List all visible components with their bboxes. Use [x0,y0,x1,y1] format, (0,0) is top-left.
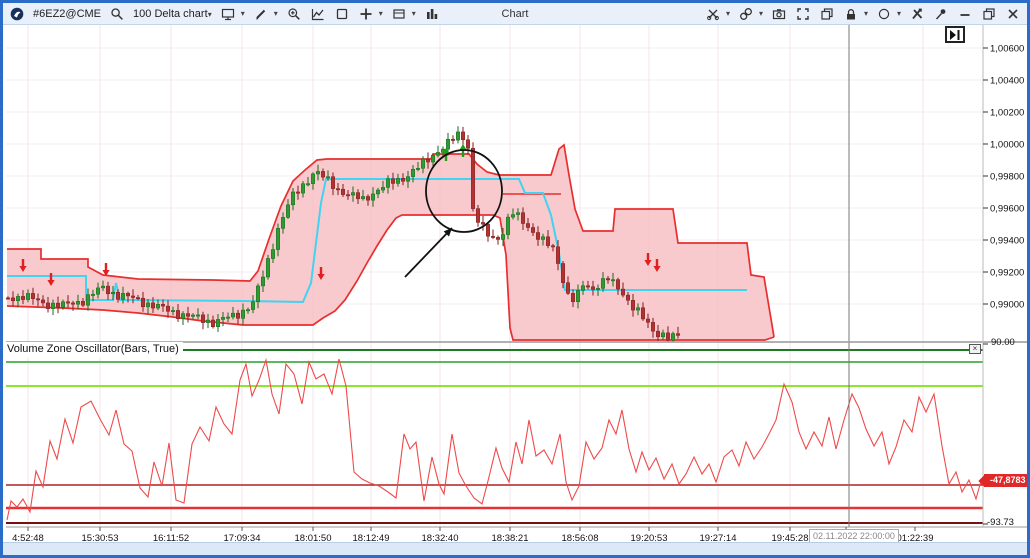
panel-icon[interactable] [391,6,407,22]
svg-text:0,99800: 0,99800 [990,172,1024,183]
pencil-icon[interactable] [253,6,269,22]
chevron-down-icon: ▾ [863,9,868,18]
svg-text:0,99400: 0,99400 [990,236,1024,247]
chevron-down-icon: ▾ [207,9,212,19]
symbol-label[interactable]: #6EZ2@CME [33,7,102,20]
oscillator-study-label: Volume Zone Oscillator(Bars, True) [5,342,183,357]
add-icon[interactable] [358,6,374,22]
shape-circle-icon[interactable] [876,6,892,22]
chevron-down-icon: ▾ [758,9,763,18]
close-icon[interactable] [1005,6,1021,22]
main-price-panel[interactable] [6,126,775,346]
expand-icon[interactable] [795,6,811,22]
minimize-icon[interactable] [957,6,973,22]
window-title: Chart [501,7,529,20]
oscillator-scale-bottom: -93.73 [987,517,1014,528]
chevron-down-icon: ▾ [273,9,278,18]
chevron-down-icon: ▾ [240,9,245,18]
oscillator-line [6,357,982,521]
link-icon[interactable] [738,6,754,22]
toolbar: #6EZ2@CME 100 Delta chart ▾ ▾ ▾ ▾ ▾ Chart ▾… [3,3,1027,25]
app-logo-icon[interactable] [9,6,25,22]
search-icon[interactable] [109,6,125,22]
midline [7,178,747,304]
display-icon[interactable] [220,6,236,22]
svg-text:0,99000: 0,99000 [990,300,1024,311]
zoom-in-icon[interactable] [286,6,302,22]
chevron-down-icon: ▾ [725,9,730,18]
tools-icon[interactable] [909,6,925,22]
price-axis[interactable]: 1,00600 1,00400 1,00200 1,00000 0,99800 0,996… [983,44,1024,525]
annotation-circle-and-arrow[interactable] [404,149,503,278]
signal-arrows [19,144,661,286]
pin-icon[interactable] [933,6,949,22]
chevron-down-icon: ▾ [411,9,416,18]
lock-icon[interactable] [843,6,859,22]
svg-text:1,00400: 1,00400 [990,76,1024,87]
volume-bars-icon[interactable] [424,6,440,22]
oscillator-panel[interactable] [6,349,983,524]
region-icon[interactable] [334,6,350,22]
svg-text:1,00000: 1,00000 [990,140,1024,151]
session-date-label: 02.11.2022 22:00:00 [809,529,899,543]
oscillator-scale-top: 90.00 [991,337,1015,348]
svg-text:0,99600: 0,99600 [990,204,1024,215]
window-bottom-strip [3,542,1027,555]
oscillator-last-value-badge: -47,8783 [984,474,1027,487]
chart-canvas[interactable]: 1,00600 1,00400 1,00200 1,00000 0,99800 0,996… [3,3,1030,558]
candlesticks [6,126,680,342]
toolbar-left-group: #6EZ2@CME 100 Delta chart ▾ ▾ ▾ ▾ ▾ [9,6,440,22]
chevron-down-icon: ▾ [378,9,383,18]
copy-icon[interactable] [819,6,835,22]
chevron-down-icon: ▾ [896,9,901,18]
panel-close-icon[interactable]: × [969,344,981,354]
toolbar-right-group: ▾ ▾ ▾ ▾ [705,6,1021,22]
cut-icon[interactable] [705,6,721,22]
chart-type-selector[interactable]: 100 Delta chart ▾ [133,8,212,20]
svg-text:0,99200: 0,99200 [990,268,1024,279]
camera-icon[interactable] [771,6,787,22]
chart-type-label: 100 Delta chart [133,7,208,20]
jump-to-latest-button[interactable] [945,26,965,43]
svg-text:1,00600: 1,00600 [990,44,1024,55]
svg-text:1,00200: 1,00200 [990,108,1024,119]
restore-icon[interactable] [981,6,997,22]
study-chart-icon[interactable] [310,6,326,22]
grid [6,25,983,527]
